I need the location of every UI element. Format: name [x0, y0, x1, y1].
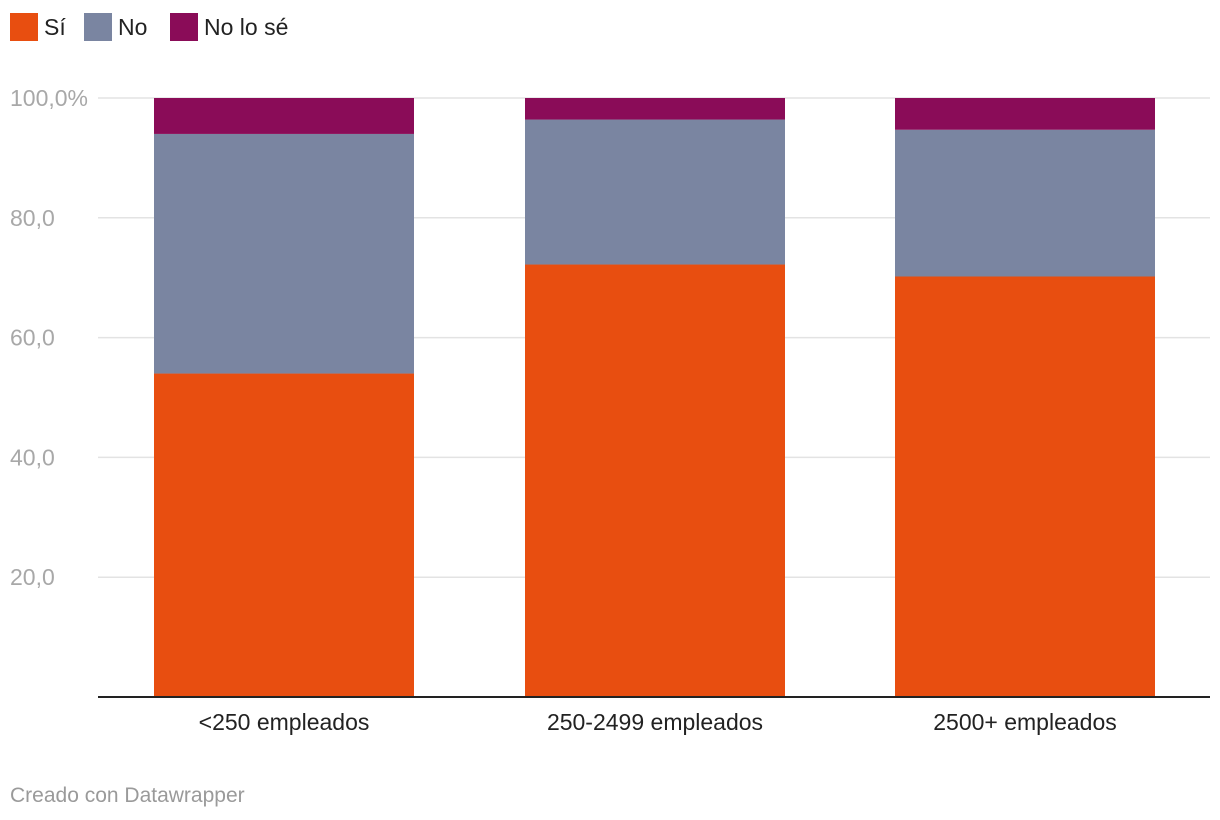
- legend: Sí No No lo sé: [10, 13, 288, 41]
- legend-2-label: No lo sé: [204, 14, 288, 40]
- bar-segment-cat2-series1: [895, 129, 1155, 277]
- legend-0-label: Sí: [44, 14, 66, 40]
- bar-segment-cat0-series2: [154, 98, 414, 134]
- bar-segment-cat1-series0: [525, 264, 785, 697]
- y-tick-label-1: 80,0: [10, 205, 55, 231]
- x-category-label-1: 250-2499 empleados: [547, 709, 763, 735]
- y-tick-label-4: 20,0: [10, 564, 55, 590]
- bars: [154, 98, 1155, 697]
- footer-credit: Creado con Datawrapper: [10, 784, 245, 807]
- bar-segment-cat1-series1: [525, 119, 785, 265]
- bar-segment-cat1-series2: [525, 98, 785, 120]
- bar-segment-cat0-series0: [154, 373, 414, 697]
- y-tick-label-3: 40,0: [10, 444, 55, 470]
- x-category-label-2: 2500+ empleados: [933, 709, 1117, 735]
- x-axis-category-labels: <250 empleados 250-2499 empleados 2500+ em…: [199, 709, 1117, 735]
- y-tick-label-0: 100,0%: [10, 85, 88, 111]
- y-tick-label-2: 60,0: [10, 325, 55, 351]
- legend-2-swatch: [170, 13, 198, 41]
- bar-segment-cat0-series1: [154, 133, 414, 374]
- y-axis-tick-labels: 100,0% 80,0 60,0 40,0 20,0: [10, 85, 88, 590]
- legend-1-swatch: [84, 13, 112, 41]
- x-category-label-0: <250 empleados: [199, 709, 370, 735]
- legend-0-swatch: [10, 13, 38, 41]
- legend-1-label: No: [118, 14, 147, 40]
- bar-segment-cat2-series2: [895, 98, 1155, 130]
- bar-segment-cat2-series0: [895, 276, 1155, 697]
